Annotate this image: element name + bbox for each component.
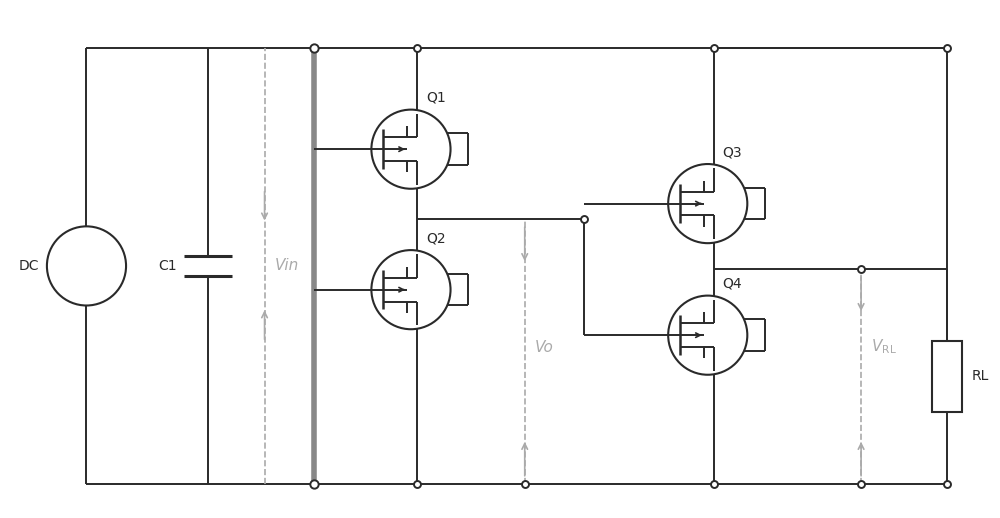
Text: V$_{\rm RL}$: V$_{\rm RL}$ — [871, 338, 897, 356]
Text: +: + — [81, 247, 92, 260]
Circle shape — [668, 296, 747, 375]
Text: C1: C1 — [158, 259, 177, 273]
Text: Q4: Q4 — [723, 277, 742, 291]
Circle shape — [47, 226, 126, 306]
Text: Q3: Q3 — [723, 145, 742, 159]
Text: Q2: Q2 — [426, 231, 445, 245]
Text: Vo: Vo — [535, 339, 553, 354]
Circle shape — [371, 250, 451, 329]
Text: −: − — [81, 274, 92, 288]
Circle shape — [668, 164, 747, 243]
Text: Vin: Vin — [274, 258, 299, 274]
Circle shape — [371, 110, 451, 189]
FancyBboxPatch shape — [932, 341, 962, 412]
Text: DC: DC — [18, 259, 39, 273]
Text: RL: RL — [972, 369, 989, 383]
Text: Q1: Q1 — [426, 91, 446, 105]
